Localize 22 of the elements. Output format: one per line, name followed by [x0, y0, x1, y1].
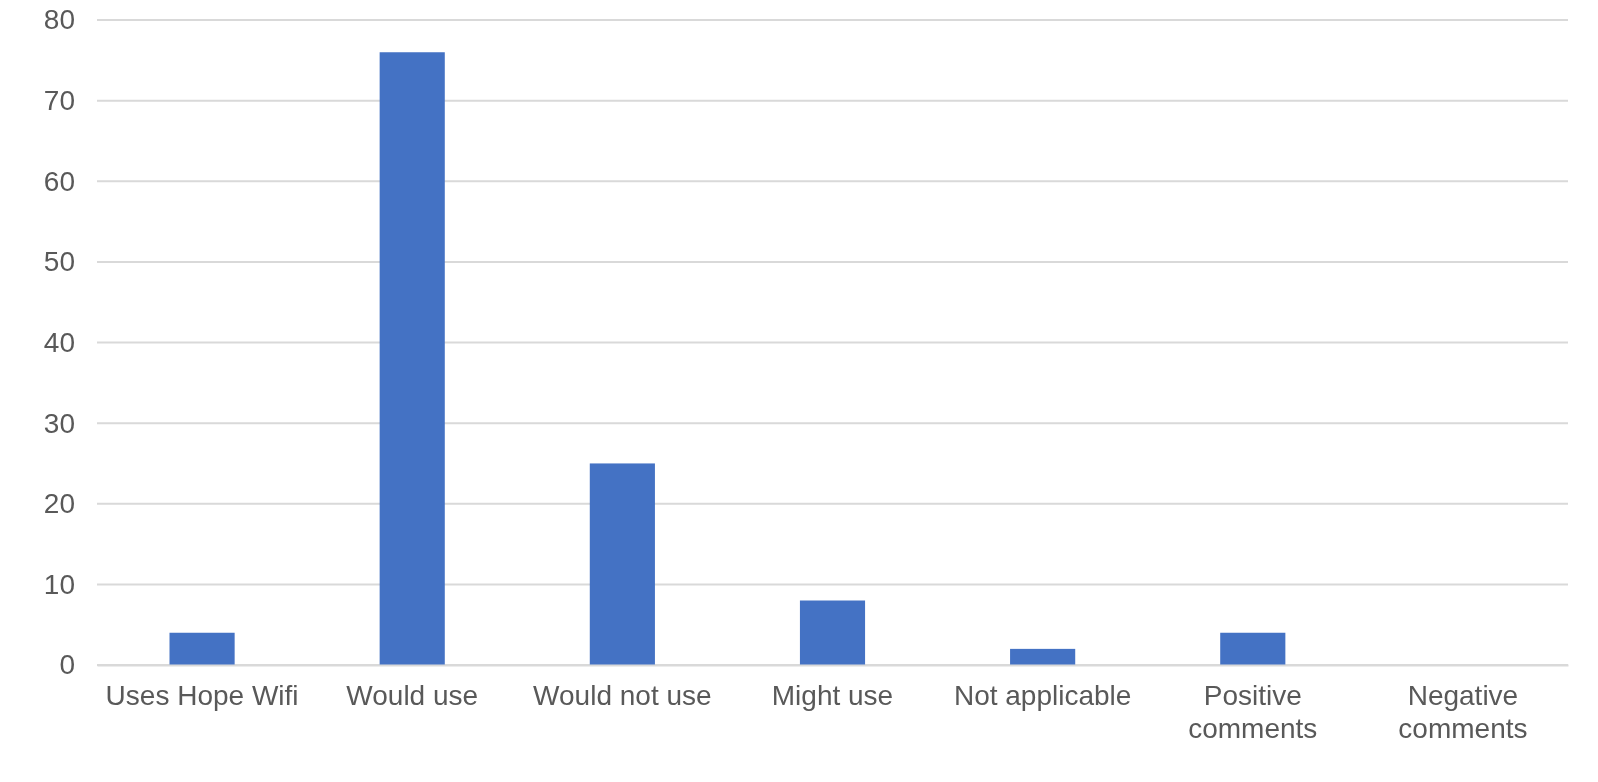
x-tick-label: Negative comments [1398, 679, 1528, 745]
y-tick-label: 10 [43, 568, 75, 600]
x-tick-label: Would use [346, 679, 479, 711]
bar [799, 600, 866, 665]
bar [1010, 648, 1076, 665]
x-tick-label: Might use [771, 679, 894, 711]
bar [1220, 632, 1286, 665]
y-tick-label: 70 [43, 85, 75, 117]
x-tick-label: Not applicable [953, 679, 1132, 711]
y-tick-label: 30 [43, 407, 75, 439]
x-tick-label: Uses Hope Wifi [105, 679, 299, 711]
y-tick-label: 60 [43, 165, 75, 197]
y-tick-label: 80 [43, 4, 75, 36]
y-tick-label: 20 [43, 488, 75, 520]
y-tick-label: 40 [43, 326, 75, 358]
y-tick-label: 0 [59, 649, 75, 681]
y-tick-label: 50 [43, 246, 75, 278]
bar [379, 52, 445, 665]
x-tick-label: Would not use [533, 679, 712, 711]
bar [169, 632, 235, 665]
x-tick-label: Positive comments [1188, 679, 1318, 745]
bar [589, 463, 655, 665]
